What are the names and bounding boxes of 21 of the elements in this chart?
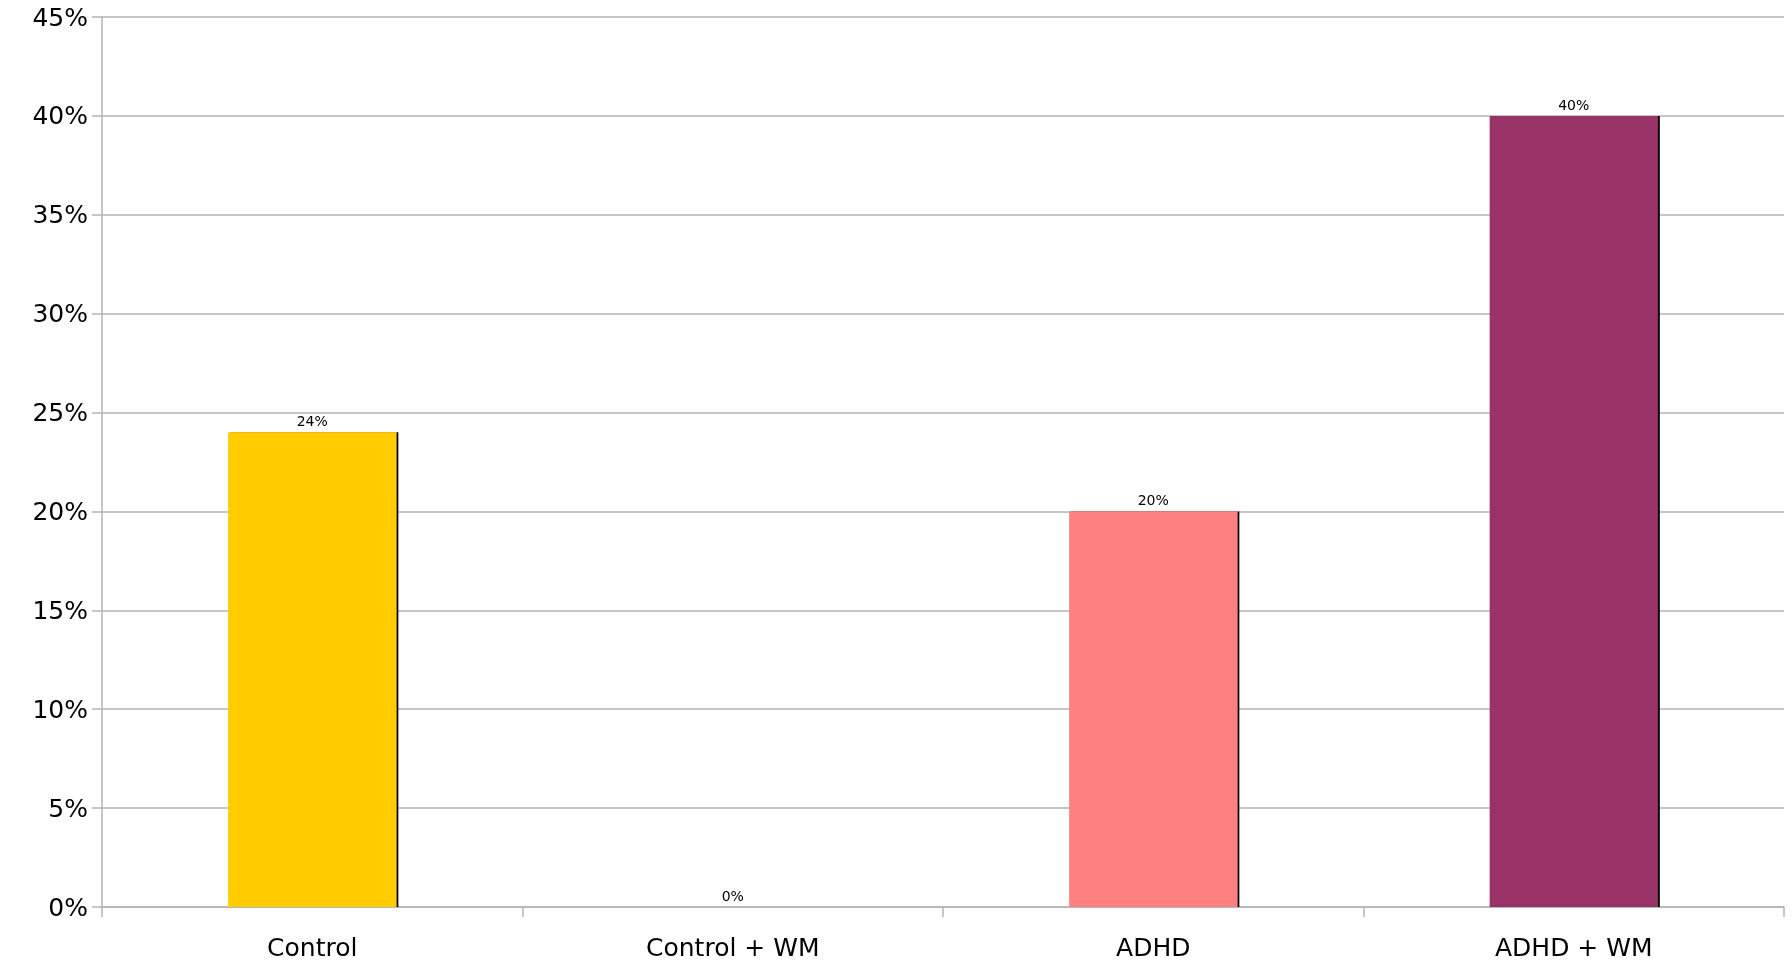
data-label: 0% [721, 888, 744, 904]
y-tick-label: 15% [32, 595, 88, 625]
x-tick-label: ADHD [1116, 933, 1191, 962]
x-tick-label: Control + WM [646, 933, 820, 962]
y-tick-label: 30% [32, 299, 88, 329]
x-tick-label: ADHD + WM [1494, 933, 1653, 962]
data-label: 20% [1137, 492, 1169, 509]
y-tick-label: 35% [32, 200, 88, 230]
data-label: 24% [296, 413, 328, 430]
y-tick-label: 10% [32, 694, 88, 724]
y-tick-label: 20% [32, 496, 88, 526]
y-tick-label: 5% [48, 793, 88, 823]
bar [228, 432, 397, 907]
y-tick-label: 40% [32, 101, 88, 131]
data-label: 40% [1558, 96, 1590, 113]
bar [1069, 511, 1238, 907]
y-tick-label: 45% [32, 2, 88, 32]
x-tick-label: Control [267, 933, 358, 962]
y-tick-label: 0% [48, 892, 88, 922]
y-tick-label: 25% [32, 398, 88, 428]
bar [1489, 115, 1658, 907]
